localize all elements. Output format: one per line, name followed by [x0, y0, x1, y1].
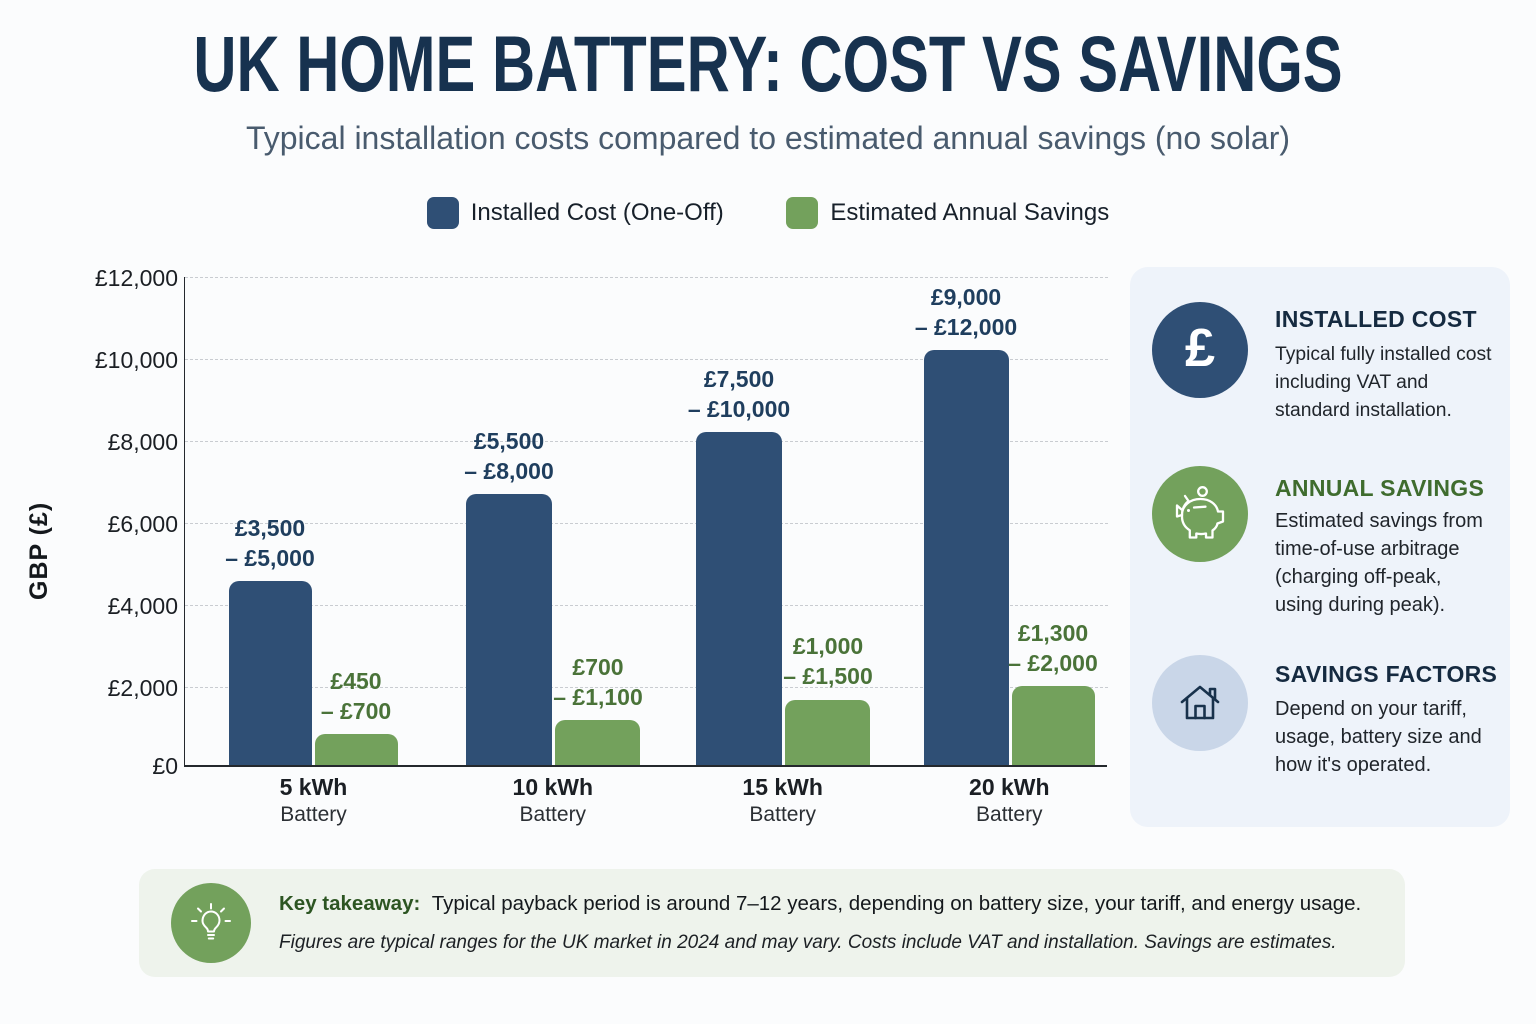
svg-text:£: £	[1185, 322, 1215, 378]
